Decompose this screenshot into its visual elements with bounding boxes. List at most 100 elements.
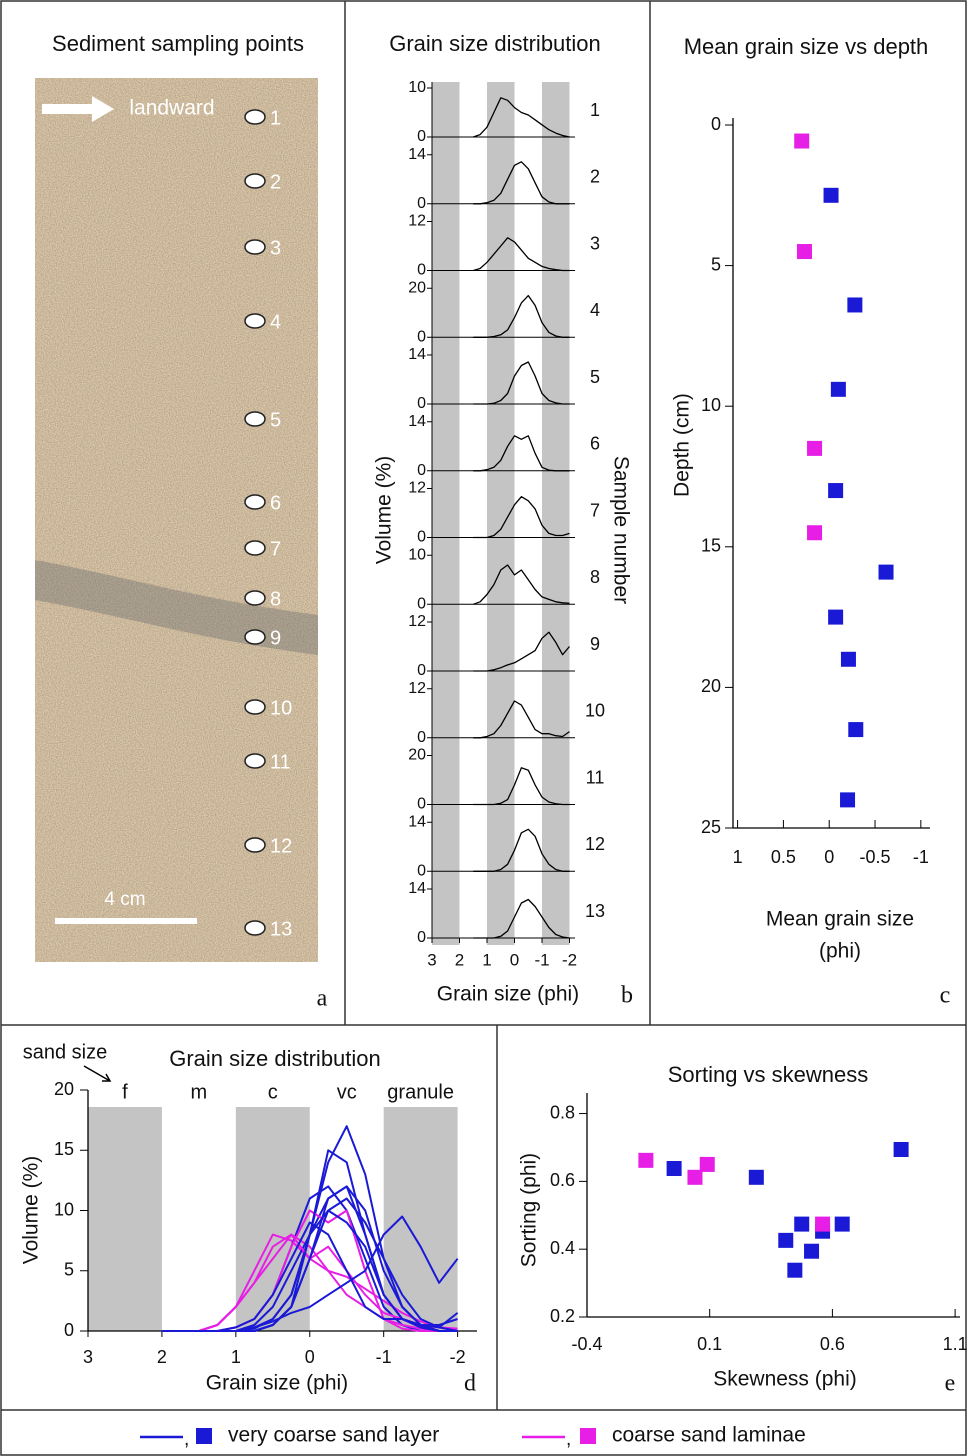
sample-label: 10	[270, 697, 292, 719]
marker	[794, 1216, 810, 1232]
pointer-arrow	[83, 1065, 112, 1082]
curve	[473, 898, 570, 939]
x-tick-label: 1	[482, 950, 491, 969]
shaded-band	[383, 1107, 458, 1331]
x-tick-label: -1	[376, 1347, 392, 1367]
legend-separator: ,	[184, 1429, 189, 1450]
y-tick-label: 0	[417, 128, 426, 145]
marker	[893, 1142, 909, 1158]
x-tick-label: -1	[913, 847, 929, 867]
sample-number: 6	[590, 434, 600, 454]
sampling-point	[244, 753, 266, 769]
marker	[840, 792, 856, 808]
y-tick-label: 0	[417, 796, 426, 813]
sample-label: 7	[270, 538, 281, 560]
marker	[794, 133, 810, 149]
x-axis-label: Mean grain size	[766, 908, 914, 931]
y-tick-label: 14	[408, 880, 426, 897]
x-tick-label: -0.4	[571, 1334, 602, 1354]
x-tick-label: 0.5	[771, 847, 796, 867]
x-tick-label: 1.1	[943, 1334, 967, 1354]
x-tick-label: 1	[231, 1347, 241, 1367]
marker	[807, 525, 823, 541]
x-axis-label: Grain size (phi)	[437, 983, 579, 1006]
sample-label: 6	[270, 492, 281, 514]
size-class: vc	[337, 1081, 357, 1103]
sample-number: 5	[590, 367, 600, 387]
x-tick-label: 0.1	[697, 1334, 722, 1354]
y-tick-label: 15	[54, 1139, 74, 1159]
x-tick-label: 1	[733, 847, 743, 867]
y-tick-label: 10	[54, 1199, 74, 1219]
shaded-band	[432, 82, 460, 945]
sample-label: 12	[270, 835, 292, 857]
legend: , very coarse sand layer , coarse sand l…	[140, 1424, 806, 1450]
curve	[473, 435, 570, 472]
y-axis-label: Volume (%)	[20, 1156, 43, 1265]
sample-number: 9	[590, 634, 600, 654]
curve	[473, 564, 570, 605]
shaded-band	[542, 82, 570, 945]
marker	[787, 1262, 803, 1278]
marker	[828, 609, 844, 625]
sampling-point	[244, 920, 266, 936]
y-tick-label: 0	[417, 929, 426, 946]
y-tick-label: 5	[64, 1260, 74, 1280]
marker	[840, 651, 856, 667]
marker	[687, 1169, 703, 1185]
sample-label: 1	[270, 107, 281, 129]
marker	[830, 381, 846, 397]
marker	[666, 1160, 682, 1176]
sample-number: 8	[590, 567, 600, 587]
y-tick-label: 25	[701, 817, 721, 837]
sampling-point	[244, 540, 266, 556]
x-tick-label: 0	[510, 950, 519, 969]
y-tick-label: 0	[417, 328, 426, 345]
sampling-point	[244, 699, 266, 715]
y-tick-label: 15	[701, 536, 721, 556]
corner-label: sand size	[23, 1041, 108, 1063]
sampling-point	[244, 239, 266, 255]
shaded-band	[235, 1107, 310, 1331]
sample-label: 13	[270, 918, 292, 940]
sample-number: 12	[585, 834, 605, 854]
curve	[473, 828, 570, 872]
x-tick-label: 0	[824, 847, 834, 867]
y-tick-label: 12	[408, 680, 426, 697]
marker	[848, 722, 864, 738]
y-tick-label: 14	[408, 813, 426, 830]
y-tick-label: 0	[417, 395, 426, 412]
shaded-band	[88, 1107, 162, 1331]
y-axis-label: Volume (%)	[373, 456, 396, 565]
y-tick-label: 0	[417, 862, 426, 879]
sample-number: 13	[585, 901, 605, 921]
curve	[473, 97, 570, 138]
x-tick-label: 0.6	[820, 1334, 845, 1354]
sample-number: 7	[590, 500, 600, 520]
y-tick-label: 0	[417, 462, 426, 479]
x-axis-label: (phi)	[819, 940, 861, 963]
sampling-point	[244, 837, 266, 853]
y-tick-label: 14	[408, 146, 426, 163]
x-tick-label: -2	[450, 1347, 466, 1367]
curve	[161, 1197, 458, 1332]
y-tick-label: 0.8	[550, 1102, 575, 1122]
y-tick-label: 14	[408, 346, 426, 363]
y-axis-label: Sorting (phi)	[518, 1153, 541, 1267]
y-tick-label: 0	[417, 595, 426, 612]
x-axis-label: Skewness (phi)	[713, 1368, 857, 1391]
legend-label: very coarse sand layer	[228, 1424, 439, 1447]
sampling-point	[244, 629, 266, 645]
y-tick-label: 20	[408, 279, 426, 296]
legend-separator: ,	[566, 1429, 571, 1450]
marker	[699, 1156, 715, 1172]
marker	[823, 187, 839, 203]
curve	[473, 161, 570, 205]
x-tick-label: 3	[83, 1347, 93, 1367]
direction-arrow	[42, 96, 114, 122]
y-tick-label: 20	[408, 747, 426, 764]
sampling-point	[244, 411, 266, 427]
marker	[638, 1152, 654, 1168]
y-tick-label: 10	[701, 395, 721, 415]
